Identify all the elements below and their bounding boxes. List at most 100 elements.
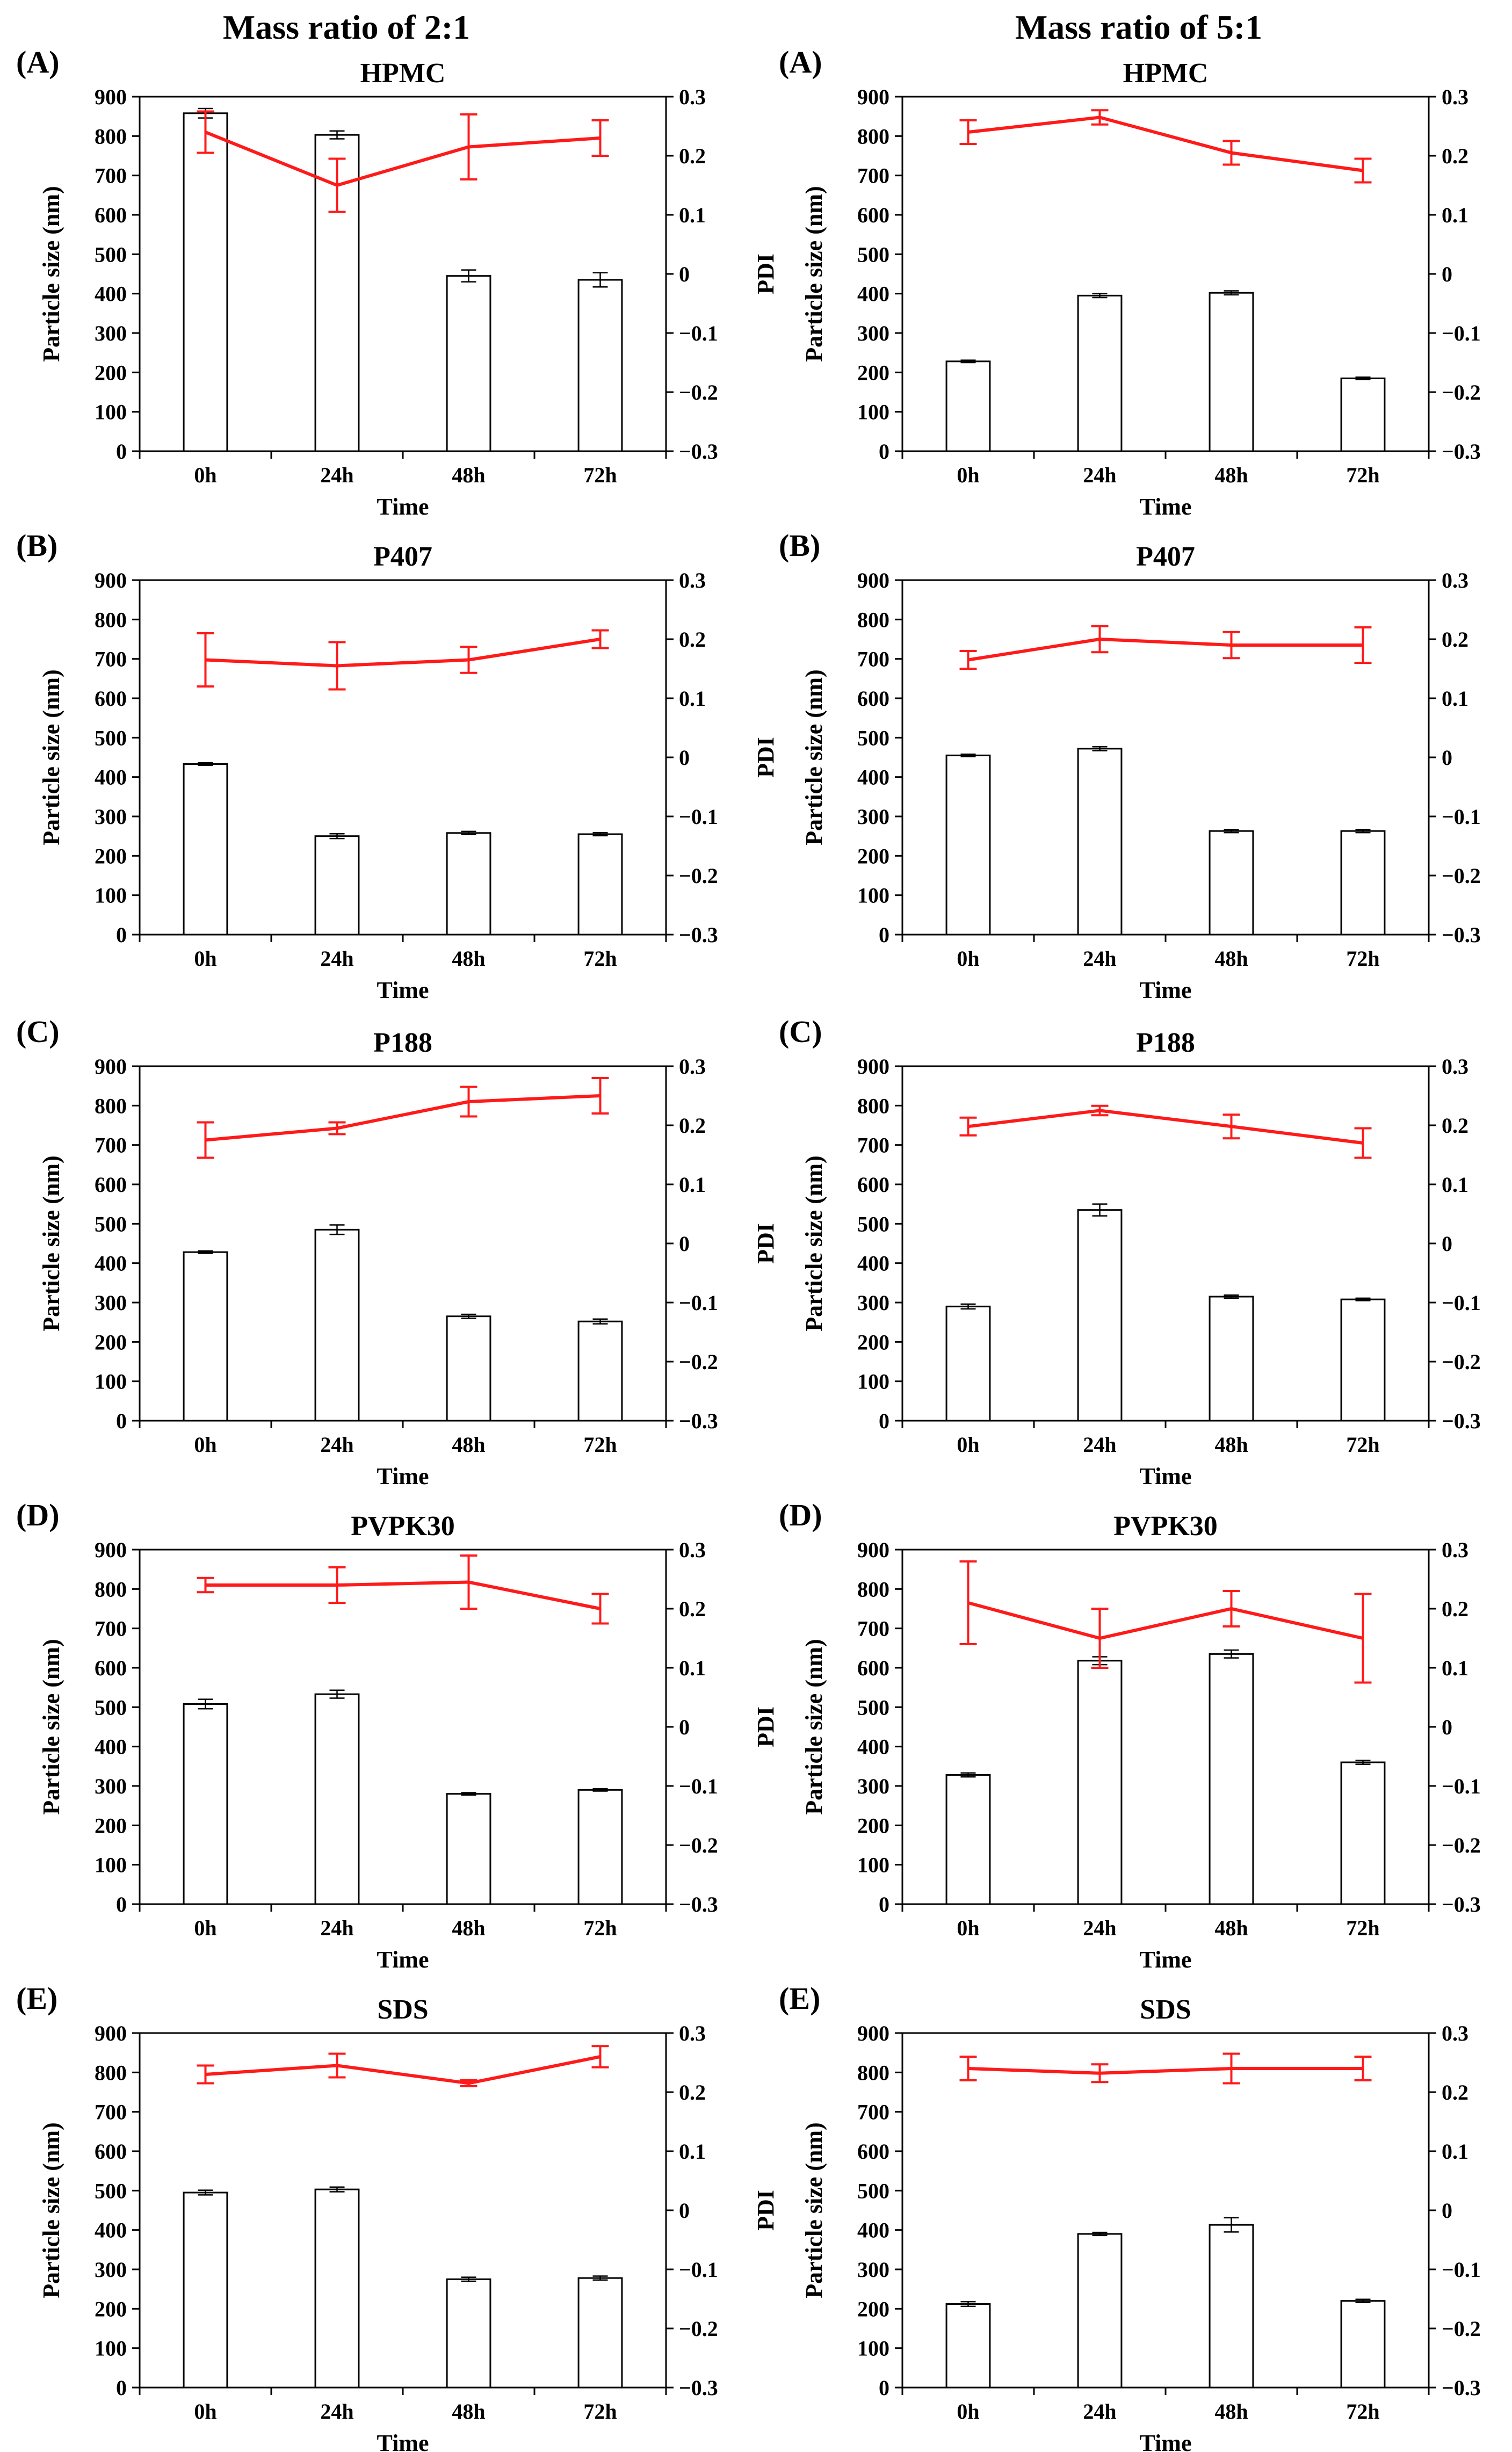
y-tick-label: 900: [857, 1538, 889, 1562]
y2-tick-label: −0.1: [679, 1774, 718, 1798]
size-bar: [1340, 1761, 1386, 1905]
y-tick-label: 0: [879, 439, 889, 464]
y-tick-label: 400: [857, 2218, 889, 2243]
x-axis-title: Time: [1140, 977, 1192, 1003]
x-axis-title: Time: [1140, 1463, 1192, 1489]
y-tick-label: 500: [95, 242, 127, 266]
size-bar: [446, 832, 491, 936]
y2-tick-label: −0.2: [679, 1833, 718, 1857]
y-tick-label: 900: [95, 568, 127, 592]
y2-tick-label: −0.1: [679, 2258, 718, 2282]
y-tick-label: 300: [857, 1291, 889, 1315]
y-tick-label: 200: [95, 1330, 127, 1354]
y2-tick-label: 0.2: [679, 1597, 706, 1621]
y-tick-label: 700: [95, 2100, 127, 2124]
y-tick-label: 600: [857, 203, 889, 227]
size-bar: [314, 1693, 360, 1905]
size-bar: [1340, 377, 1386, 452]
y-tick-label: 400: [95, 1735, 127, 1759]
chart-title: P188: [373, 1028, 432, 1058]
y-tick-label: 100: [857, 400, 889, 424]
y-tick-label: 800: [857, 1577, 889, 1601]
y-tick-label: 400: [95, 1252, 127, 1276]
y-tick-label: 900: [95, 2021, 127, 2045]
y-tick-label: 600: [857, 1656, 889, 1680]
y-tick-label: 900: [95, 1538, 127, 1562]
size-bar: [314, 1228, 360, 1422]
y2-tick-label: −0.1: [1442, 321, 1481, 345]
y2-tick-label: −0.2: [1442, 864, 1481, 888]
chart-p407-5to1: (B) P407 0 100 200 300 400 500 600 700 800 900 −0.3 −…: [779, 528, 1481, 1003]
y2-tick-label: 0.2: [679, 2080, 706, 2104]
y-tick-label: 200: [857, 1813, 889, 1838]
y-tick-label: 800: [857, 1094, 889, 1118]
panel-label: (A): [779, 45, 822, 79]
panel-label: (E): [16, 1981, 57, 2016]
x-tick-label: 0h: [194, 1916, 216, 1940]
y-tick-label: 600: [95, 203, 127, 227]
y-tick-label: 500: [857, 726, 889, 750]
y-tick-label: 500: [857, 1212, 889, 1236]
size-bar: [314, 835, 360, 936]
x-tick-label: 0h: [194, 1433, 216, 1457]
size-bar: [1340, 830, 1386, 936]
chart-pvpk30-5to1: (D) PVPK30 0 100 200 300 400 500 600 700 800 900 −0.…: [779, 1498, 1481, 1973]
y2-axis-title: PDI: [753, 737, 779, 778]
y2-tick-label: 0.3: [679, 85, 706, 109]
y2-tick-label: 0.1: [679, 1173, 706, 1197]
x-tick-label: 48h: [452, 946, 485, 971]
y-tick-label: 500: [857, 1695, 889, 1719]
y2-tick-label: −0.2: [679, 864, 718, 888]
pdi-line: [205, 2055, 601, 2085]
y-tick-label: 600: [95, 1173, 127, 1197]
size-bar: [446, 1315, 491, 1422]
y2-tick-label: 0: [679, 2198, 690, 2223]
chart-title: HPMC: [1123, 58, 1209, 89]
y-tick-label: 0: [879, 2376, 889, 2400]
x-axis-title: Time: [377, 977, 429, 1003]
x-tick-label: 0h: [194, 463, 216, 487]
y-tick-label: 300: [95, 1291, 127, 1315]
size-bar: [945, 754, 991, 936]
y2-tick-label: −0.1: [679, 1291, 718, 1315]
y-tick-label: 800: [857, 2060, 889, 2085]
chart-hpmc-2to1: (A) HPMC 0 100 200 300 400 500 600 700 800 900 −0.3 −…: [16, 45, 779, 520]
y2-tick-label: 0.1: [1442, 1656, 1468, 1680]
y-tick-label: 800: [95, 1094, 127, 1118]
y-tick-label: 700: [857, 1617, 889, 1641]
y-tick-label: 400: [95, 282, 127, 306]
size-bar: [945, 1774, 991, 1905]
y2-tick-label: −0.1: [1442, 1291, 1481, 1315]
y-tick-label: 300: [95, 805, 127, 829]
y2-tick-label: 0.2: [1442, 144, 1468, 168]
y2-tick-label: 0.1: [679, 203, 706, 227]
y2-tick-label: −0.3: [679, 1892, 718, 1916]
size-bar: [1209, 1653, 1254, 1905]
size-bar: [1077, 1660, 1123, 1905]
x-tick-label: 24h: [320, 1916, 353, 1940]
y2-tick-label: −0.3: [1442, 1409, 1481, 1433]
panel-label: (C): [779, 1014, 822, 1049]
y-tick-label: 800: [857, 607, 889, 632]
x-tick-label: 48h: [452, 1916, 485, 1940]
y-tick-label: 600: [95, 2139, 127, 2164]
y-tick-label: 200: [857, 1330, 889, 1354]
y2-tick-label: 0: [679, 1715, 690, 1739]
y-tick-label: 400: [857, 1252, 889, 1276]
y-tick-label: 300: [95, 1774, 127, 1798]
size-bar: [183, 1703, 228, 1905]
x-tick-label: 0h: [957, 1433, 979, 1457]
y2-tick-label: 0: [1442, 746, 1452, 770]
x-axis-title: Time: [1140, 2430, 1192, 2452]
y-tick-label: 600: [857, 1173, 889, 1197]
pdi-line: [968, 115, 1363, 172]
panel-label: (D): [16, 1498, 60, 1532]
y2-tick-label: −0.2: [1442, 2317, 1481, 2341]
y2-tick-label: 0: [1442, 262, 1452, 286]
y-tick-label: 500: [95, 1695, 127, 1719]
y-axis-title: Particle size (nm): [801, 2122, 827, 2298]
y-tick-label: 100: [95, 1370, 127, 1394]
x-tick-label: 48h: [452, 2399, 485, 2424]
x-tick-label: 48h: [452, 1433, 485, 1457]
y2-tick-label: −0.3: [1442, 439, 1481, 464]
